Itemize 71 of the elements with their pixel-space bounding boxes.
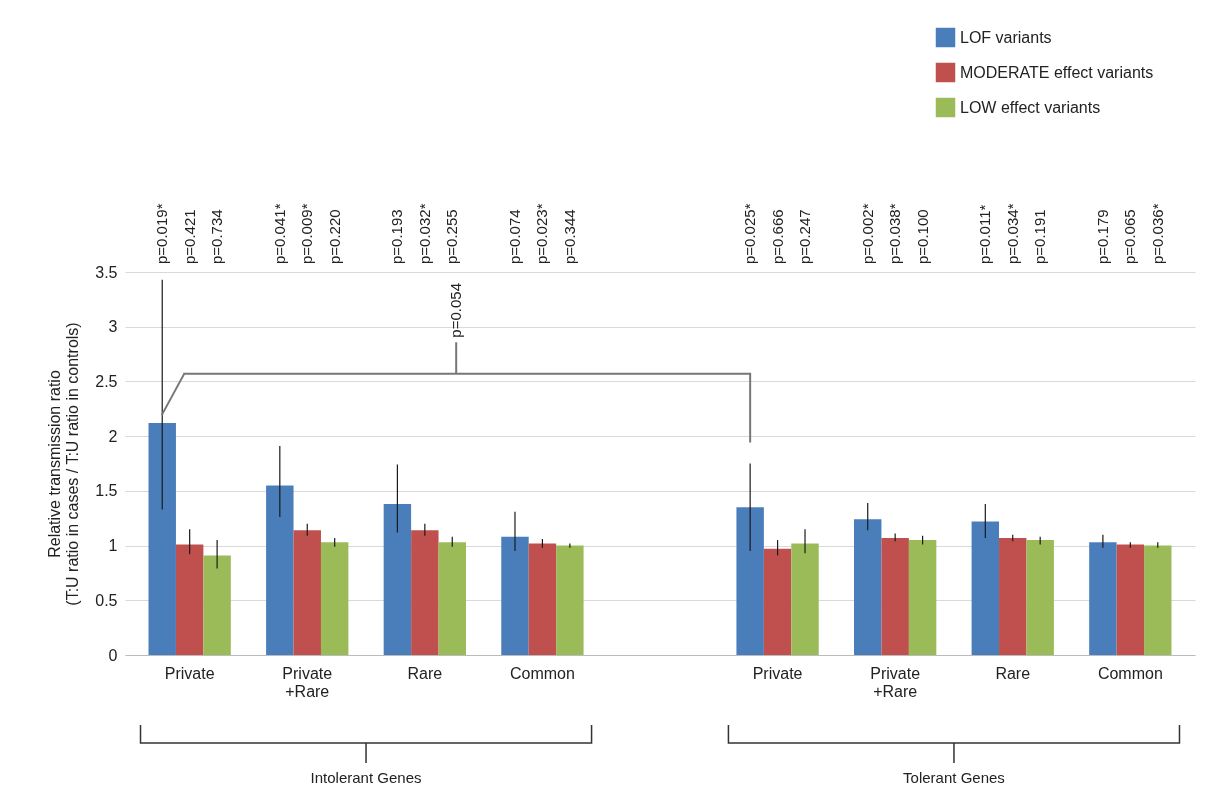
bar [999,537,1027,655]
bar [908,540,937,655]
x-tick-label: Private [164,664,215,682]
text: p=0.179 [1093,209,1111,264]
legend-label: LOW effect variants [960,98,1101,116]
bar [791,543,819,655]
text: p=0.038* [886,203,904,264]
y-tick-label: 3.5 [95,263,118,281]
bar [148,423,176,655]
bar [1144,545,1172,655]
text: p=0.032* [415,203,433,264]
legend-label: MODERATE effect variants [960,63,1154,81]
bar [556,545,584,655]
text: p=0.023* [533,203,551,264]
text: p=0.734 [208,209,226,264]
x-tick-label: Rare [407,664,443,682]
y-axis-title: Relative transmission ratio (T:U ratio in cases / T:U ratio in controls) [46,322,82,606]
bar [501,536,529,655]
text: p=0.034* [1003,203,1021,264]
bar [854,519,882,655]
text: p=0.036* [1148,203,1166,264]
x-tick-label: Private +Rare [282,664,333,700]
x-tick-label: Private [752,664,803,682]
y-tick-label: 2.5 [95,372,118,390]
bar [528,543,557,655]
y-tick-label: 0 [108,646,118,664]
bar [293,530,321,655]
text: p=0.011* [976,204,994,264]
y-tick-label: 0.5 [95,591,118,609]
bar [1116,544,1145,655]
text: p=0.255 [443,209,461,264]
text: p=0.247 [796,209,814,264]
text: p=0.344 [560,209,578,264]
text: Intolerant Genes [310,769,422,786]
bar [203,555,231,655]
text: p=0.041* [270,203,288,264]
text: p=0.220 [325,209,343,264]
text: p=0.025* [741,203,759,264]
text: p=0.421 [180,209,198,264]
y-tick-label: 1.5 [95,482,118,500]
bar [881,537,909,655]
text: p=0.009* [298,203,316,264]
bar [320,542,349,655]
text: p=0.074 [505,209,523,264]
bar [175,544,204,655]
bar [763,548,792,655]
x-tick-label: Common [509,664,575,682]
bar [971,521,1000,655]
y-tick-label: 1 [108,537,118,555]
x-tick-label: Rare [995,664,1031,682]
annotation: p=0.054 [447,283,465,338]
bar [438,542,466,655]
text: p=0.002* [858,203,876,264]
text: p=0.100 [913,209,931,264]
x-tick-label: Private +Rare [870,664,921,700]
bar [736,507,764,655]
text: p=0.019* [153,203,171,264]
bar [383,503,412,655]
y-tick-label: 3 [108,318,118,336]
x-tick-label: Common [1097,664,1163,682]
legend-label: LOF variants [960,28,1052,46]
bar [411,530,439,655]
text: Tolerant Genes [903,769,1005,786]
bar [266,485,294,655]
text: p=0.191 [1031,209,1049,264]
bar [1089,542,1117,655]
text: p=0.193 [388,209,406,264]
y-tick-label: 2 [108,427,118,445]
text: p=0.065 [1121,209,1139,264]
text: p=0.666 [768,209,786,264]
bar [1026,540,1054,655]
